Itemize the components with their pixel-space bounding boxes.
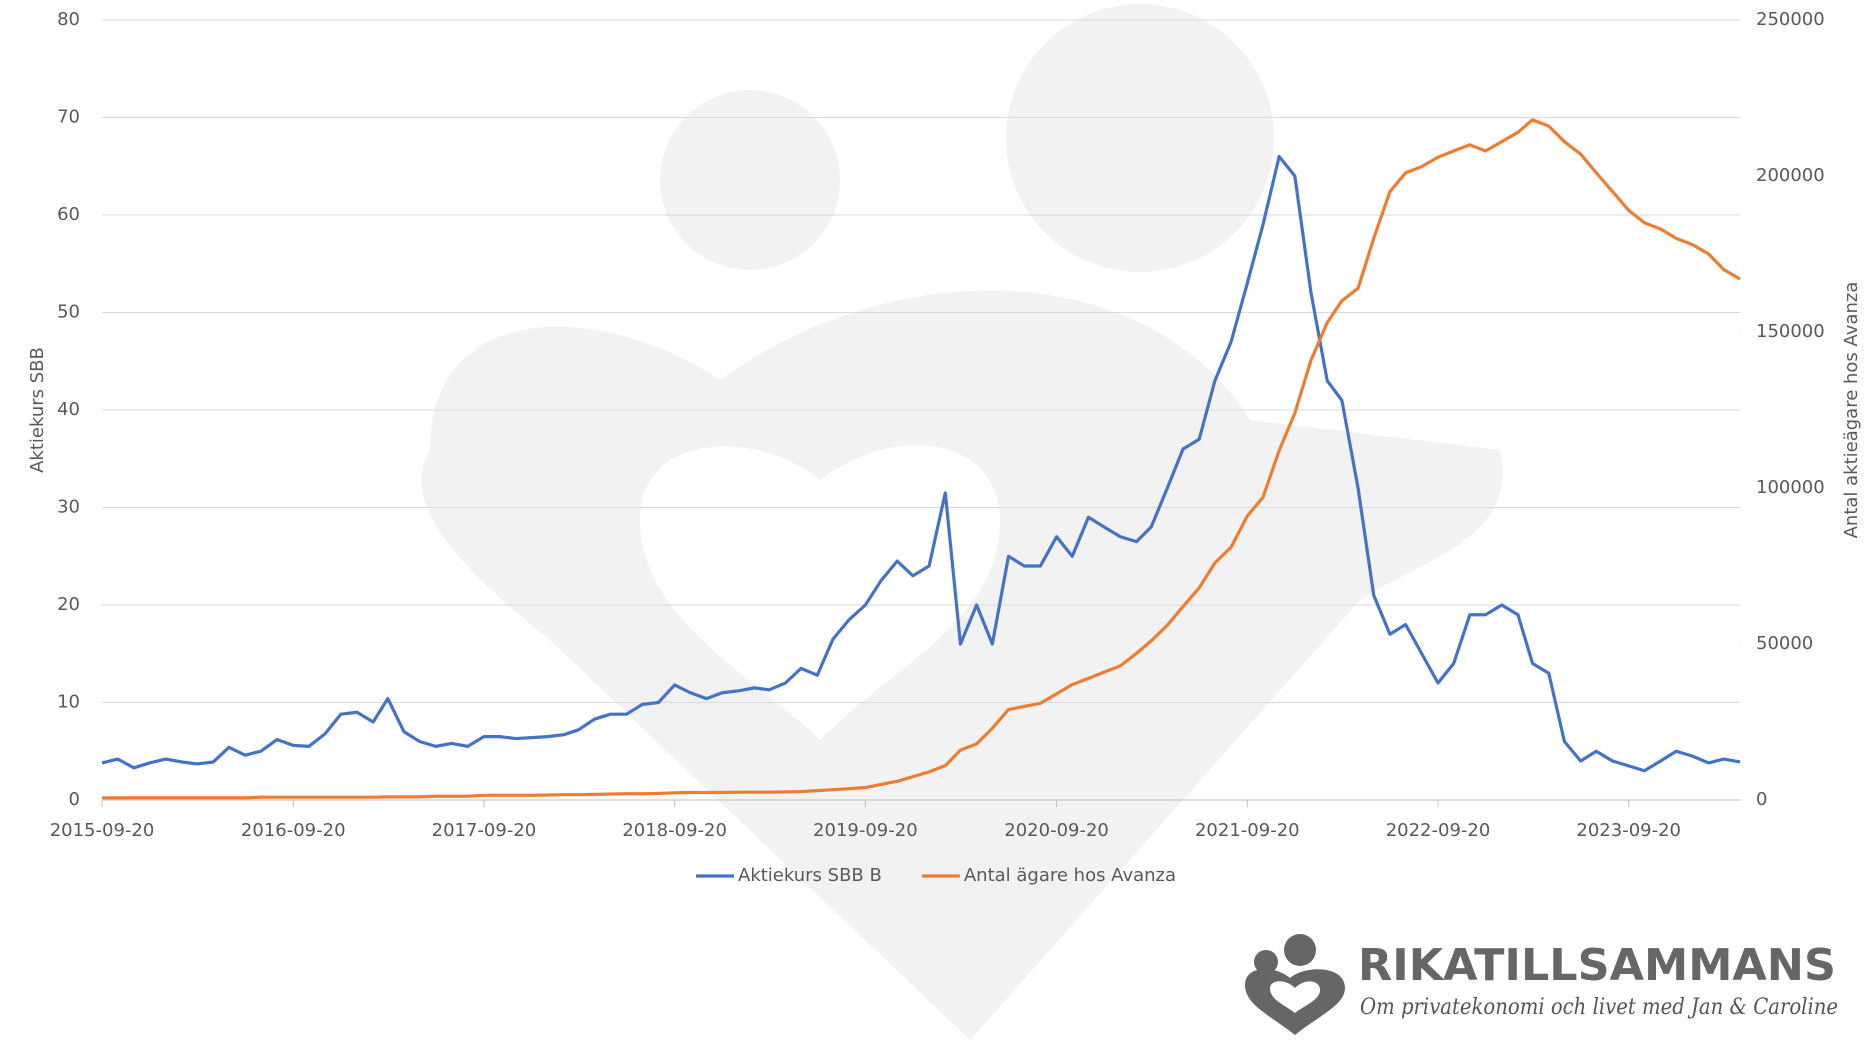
y2-axis-title: Antal aktieägare hos Avanza: [1841, 282, 1862, 539]
y2-tick-label: 50000: [1756, 633, 1813, 654]
brand-name: RIKATILLSAMMANS: [1358, 940, 1836, 991]
series-line: [101, 154, 1741, 773]
x-tick-label: 2023-09-20: [1576, 820, 1681, 841]
y-tick-label: 40: [57, 399, 80, 420]
y2-tick-label: 250000: [1756, 9, 1825, 30]
y2-tick-label: 100000: [1756, 477, 1825, 498]
series-line: [102, 118, 1741, 800]
y2-tick-label: 0: [1756, 789, 1767, 810]
y2-tick-label: 150000: [1756, 321, 1825, 342]
x-tick-label: 2020-09-20: [1004, 820, 1109, 841]
y-tick-label: 60: [57, 204, 80, 225]
y2-tick-label: 200000: [1756, 165, 1825, 186]
y-tick-label: 50: [57, 302, 80, 323]
x-tick-label: 2015-09-20: [50, 820, 155, 841]
y-tick-label: 0: [69, 789, 80, 810]
x-tick-label: 2018-09-20: [622, 820, 727, 841]
x-tick-label: 2019-09-20: [813, 820, 918, 841]
x-tick-label: 2017-09-20: [432, 820, 537, 841]
y-tick-label: 70: [57, 107, 80, 128]
legend-label: Aktiekurs SBB B: [738, 865, 882, 886]
x-tick-label: 2022-09-20: [1386, 820, 1491, 841]
y-axis-title: Aktiekurs SBB: [27, 347, 48, 473]
brand-tagline: Om privatekonomi och livet med Jan & Car…: [1360, 995, 1838, 1020]
watermark: [421, 4, 1503, 1040]
x-tick-label: 2021-09-20: [1195, 820, 1300, 841]
y-tick-label: 20: [57, 594, 80, 615]
legend-label: Antal ägare hos Avanza: [964, 865, 1176, 886]
logo: RIKATILLSAMMANS Om privatekonomi och liv…: [1245, 934, 1838, 1035]
y-tick-label: 10: [57, 692, 80, 713]
y-tick-label: 30: [57, 497, 80, 518]
x-tick-label: 2016-09-20: [241, 820, 346, 841]
y-tick-label: 80: [57, 9, 80, 30]
